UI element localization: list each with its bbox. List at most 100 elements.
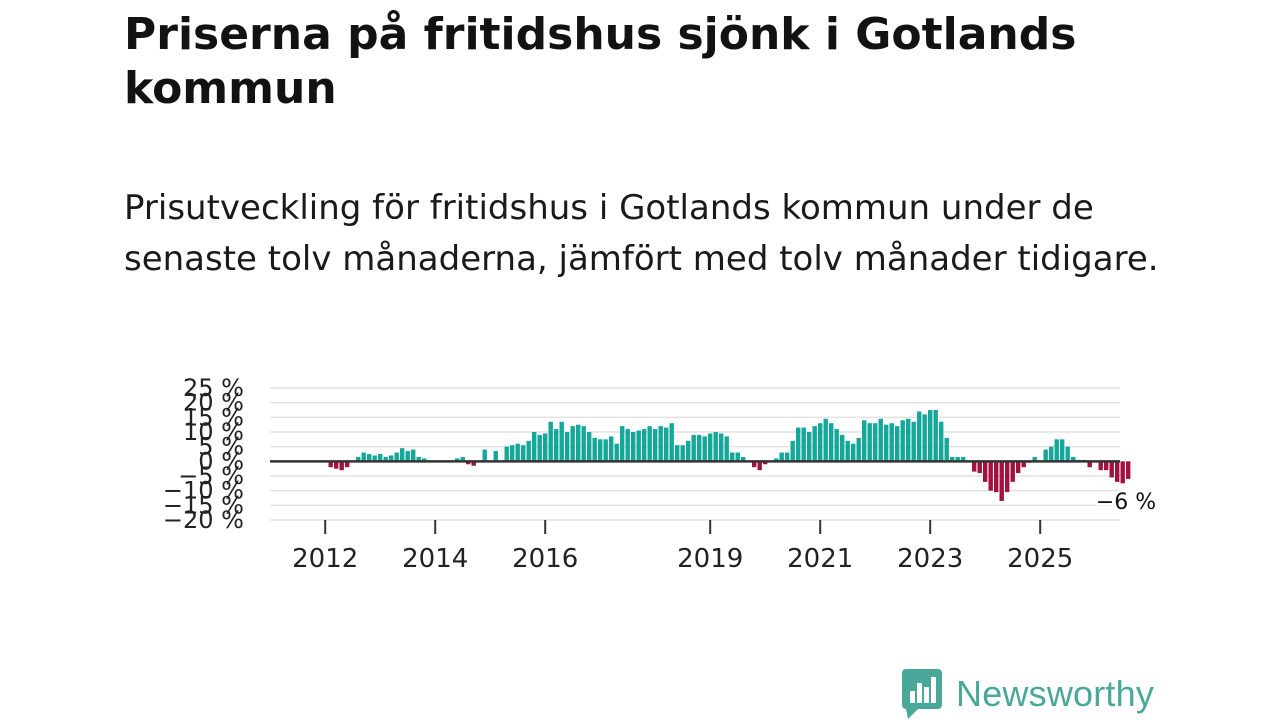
bar-92	[796, 427, 801, 462]
bar-42	[521, 445, 526, 462]
bar-100	[840, 434, 845, 462]
x-tick-label-4: 2021	[787, 544, 853, 574]
bar-150	[1115, 461, 1120, 482]
bar-19	[394, 452, 399, 462]
bar-106	[873, 423, 878, 462]
bar-94	[807, 432, 812, 462]
bar-12	[356, 456, 361, 462]
bar-79	[724, 436, 729, 462]
bar-7	[328, 461, 333, 468]
y-tick-label-4: 5 %	[198, 433, 244, 461]
bar-111	[900, 420, 905, 462]
bar-78	[719, 433, 724, 462]
bar-131	[1010, 461, 1015, 482]
bar-118	[939, 421, 944, 462]
bar-8	[334, 461, 339, 469]
annotations: −6 %	[1093, 487, 1158, 517]
bar-98	[829, 423, 834, 462]
bar-57	[603, 439, 608, 462]
bar-89	[779, 452, 784, 462]
bar-15	[372, 455, 377, 462]
bar-103	[856, 437, 861, 462]
bar-133	[1021, 461, 1026, 468]
bar-66	[653, 429, 658, 462]
bar-107	[878, 418, 883, 462]
bar-72	[686, 440, 691, 462]
bar-16	[378, 454, 383, 462]
bar-102	[851, 443, 856, 462]
y-tick-label-5: 0 %	[198, 447, 244, 475]
bar-148	[1104, 461, 1109, 471]
bar-49	[559, 421, 564, 462]
bar-39	[504, 446, 509, 462]
newsworthy-logo: Newsworthy	[902, 668, 1154, 720]
chart-subtitle: Prisutveckling för fritidshus i Gotlands…	[124, 188, 1159, 279]
bar-109	[889, 423, 894, 462]
bar-47	[548, 421, 553, 462]
bar-67	[658, 426, 663, 462]
y-tick-label-2: 15 %	[183, 403, 244, 431]
x-axis: 2012 2014 2016 2019 2021 2023 2025	[292, 520, 1073, 574]
bar-70	[675, 445, 680, 462]
bar-33	[471, 461, 476, 466]
bar-73	[691, 434, 696, 462]
x-tick-label-1: 2014	[402, 544, 468, 574]
bar-51	[570, 426, 575, 462]
bars	[328, 410, 1131, 501]
bar-32	[466, 461, 471, 465]
bar-9	[339, 461, 344, 471]
bar-71	[680, 445, 685, 462]
newsworthy-logo-icon	[902, 669, 942, 719]
brand-name: Newsworthy	[956, 673, 1155, 714]
bar-82	[741, 456, 746, 462]
bar-75	[702, 436, 707, 462]
bar-60	[620, 426, 625, 462]
bar-74	[697, 434, 702, 462]
bar-142	[1071, 456, 1076, 462]
bar-84	[752, 461, 757, 468]
bar-58	[609, 436, 614, 462]
bar-52	[576, 424, 581, 462]
y-tick-label-1: 20 %	[183, 389, 244, 417]
price-change-bar-chart: 25 %20 %15 %10 %5 %0 %−5 %−10 %−15 %−20 …	[163, 374, 1159, 574]
bar-46	[543, 433, 548, 462]
bar-122	[961, 456, 966, 462]
bar-68	[664, 427, 669, 462]
y-tick-label-9: −20 %	[163, 506, 244, 534]
bar-20	[400, 448, 405, 462]
x-tick-label-6: 2025	[1007, 544, 1073, 574]
bar-62	[631, 432, 636, 462]
bar-17	[383, 456, 388, 462]
bar-116	[928, 410, 933, 462]
bar-117	[933, 410, 938, 462]
bar-121	[955, 456, 960, 462]
x-tick-label-0: 2012	[292, 544, 358, 574]
bar-10	[345, 461, 350, 468]
bar-56	[598, 439, 603, 462]
bar-151	[1120, 461, 1125, 484]
bar-119	[944, 437, 949, 462]
bar-35	[482, 449, 487, 462]
bar-152	[1126, 461, 1131, 479]
bar-21	[405, 451, 410, 462]
bar-147	[1098, 461, 1103, 471]
bar-141	[1065, 446, 1070, 462]
bar-91	[790, 440, 795, 462]
bar-110	[895, 426, 900, 462]
bar-65	[647, 426, 652, 462]
bar-113	[911, 421, 916, 462]
bar-43	[526, 440, 531, 462]
bar-59	[614, 443, 619, 462]
bar-14	[367, 454, 372, 462]
bar-86	[763, 461, 768, 465]
bar-90	[785, 452, 790, 462]
bar-93	[801, 427, 806, 462]
bar-108	[884, 424, 889, 462]
bar-132	[1016, 461, 1021, 474]
bar-135	[1032, 456, 1037, 462]
bar-37	[493, 451, 498, 462]
bar-105	[867, 423, 872, 462]
bar-96	[818, 423, 823, 462]
bar-23	[416, 456, 421, 462]
bar-85	[757, 461, 762, 471]
